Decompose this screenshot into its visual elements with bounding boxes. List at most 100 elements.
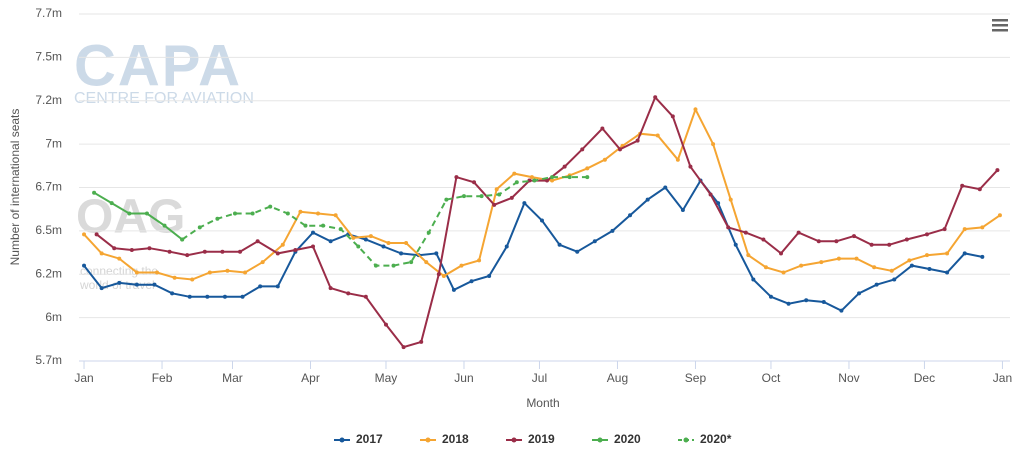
y-tick-label: 7.7m — [35, 6, 62, 20]
data-point — [190, 277, 195, 282]
data-point — [383, 322, 388, 327]
data-point — [275, 251, 280, 256]
data-point — [187, 294, 192, 299]
data-point — [600, 126, 605, 131]
series-line — [83, 178, 983, 312]
data-point — [761, 237, 766, 242]
legend-marker — [511, 437, 517, 443]
data-point — [816, 239, 821, 244]
data-point — [751, 277, 756, 282]
legend-label: 2018 — [442, 432, 469, 446]
menu-button[interactable] — [990, 16, 1010, 34]
data-point — [869, 242, 874, 247]
data-point — [258, 284, 263, 289]
data-point — [285, 211, 290, 216]
data-point — [635, 138, 640, 143]
data-point — [550, 175, 555, 180]
data-point — [311, 230, 316, 235]
data-point — [527, 178, 532, 183]
data-point — [889, 268, 894, 273]
data-point — [834, 239, 839, 244]
data-point — [117, 256, 122, 261]
data-point — [202, 249, 207, 254]
data-point — [904, 237, 909, 242]
data-point — [82, 232, 87, 237]
data-point — [924, 253, 929, 258]
data-point — [663, 185, 668, 190]
data-point — [328, 239, 333, 244]
data-point — [147, 246, 152, 251]
data-point — [839, 308, 844, 313]
data-point — [461, 194, 466, 199]
data-point — [545, 178, 550, 183]
legend-marker — [339, 437, 345, 443]
series-line — [93, 191, 183, 241]
data-point — [404, 241, 409, 246]
x-tick-label: Jan — [993, 371, 1012, 385]
watermark-text: CENTRE FOR AVIATION — [74, 90, 254, 107]
data-point — [399, 251, 404, 256]
data-point — [459, 263, 464, 268]
data-point — [134, 282, 139, 287]
x-tick-label: Jan — [74, 371, 93, 385]
data-point — [222, 294, 227, 299]
x-tick-label: Sep — [685, 371, 707, 385]
data-point — [321, 223, 326, 228]
x-axis-label: Month — [526, 396, 559, 410]
y-tick-label: 7.5m — [35, 50, 62, 64]
data-point — [980, 225, 985, 230]
data-point — [892, 277, 897, 282]
data-point — [522, 201, 527, 206]
data-point — [575, 249, 580, 254]
data-point — [172, 275, 177, 280]
data-point — [887, 242, 892, 247]
data-point — [628, 213, 633, 218]
data-point — [109, 201, 114, 206]
data-point — [645, 197, 650, 202]
legend-label: 2020 — [614, 432, 641, 446]
data-point — [386, 241, 391, 246]
data-point — [356, 244, 361, 249]
data-point — [434, 251, 439, 256]
data-point — [977, 187, 982, 192]
data-point — [711, 142, 716, 147]
data-point — [693, 107, 698, 112]
data-point — [980, 254, 985, 259]
data-point — [82, 263, 87, 268]
data-point — [945, 270, 950, 275]
data-point — [469, 279, 474, 284]
data-point — [557, 242, 562, 247]
x-tick-label: Dec — [914, 371, 935, 385]
data-point — [532, 178, 537, 183]
x-tick-label: Jun — [454, 371, 473, 385]
series — [92, 190, 185, 242]
data-point — [512, 171, 517, 176]
data-point — [112, 246, 117, 251]
data-point — [504, 244, 509, 249]
data-point — [585, 166, 590, 171]
data-point — [243, 270, 248, 275]
series — [94, 95, 1000, 350]
data-point — [567, 175, 572, 180]
data-point — [303, 223, 308, 228]
y-tick-label: 6.7m — [35, 180, 62, 194]
data-point — [960, 183, 965, 188]
data-point — [255, 239, 260, 244]
data-point — [872, 265, 877, 270]
data-point — [444, 197, 449, 202]
y-tick-label: 6.5m — [35, 223, 62, 237]
data-point — [409, 260, 414, 265]
watermark-text: world of travel — [79, 278, 155, 292]
data-point — [592, 239, 597, 244]
data-point — [436, 272, 441, 277]
series-line — [181, 176, 588, 267]
data-point — [962, 251, 967, 256]
watermark-text: OAG — [76, 191, 185, 244]
data-point — [185, 253, 190, 258]
data-point — [373, 263, 378, 268]
data-point — [857, 291, 862, 296]
data-point — [454, 175, 459, 180]
data-point — [779, 251, 784, 256]
data-point — [726, 225, 731, 230]
data-point — [240, 294, 245, 299]
